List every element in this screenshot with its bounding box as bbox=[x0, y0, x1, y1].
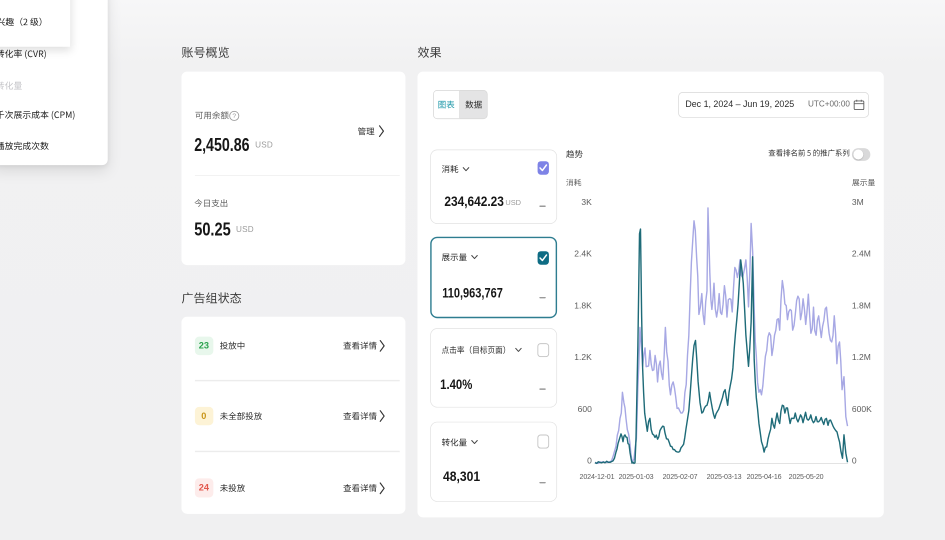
svg-text:?: ? bbox=[232, 113, 236, 120]
